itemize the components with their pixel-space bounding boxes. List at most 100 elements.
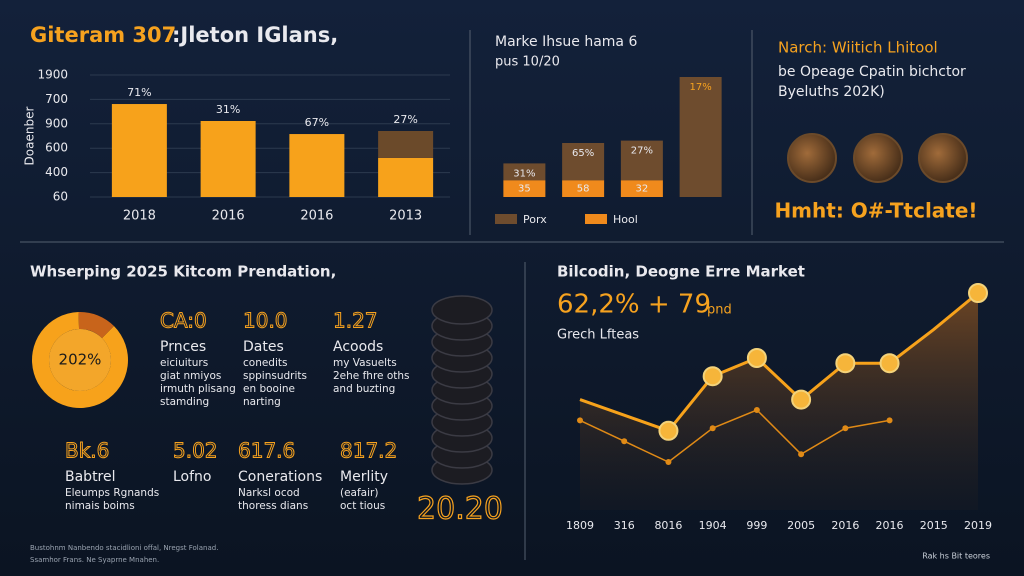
bar-segment [620,140,663,181]
x-tick-label: 1904 [699,519,727,532]
bar-segment [111,104,167,197]
stat-value: Bk.6 [65,439,109,463]
x-tick-label: 2016 [831,519,859,532]
donut-hole [49,329,111,391]
area [580,293,978,510]
line [579,291,979,433]
headline-unit: pnd [707,303,732,318]
stat-value: 617.6 [238,439,295,463]
line [579,409,890,463]
chart-title: Bilcodin, Deogne Erre Market [557,263,805,281]
callout: Hmht: O#-Ttclate! [774,199,977,223]
point [658,420,679,441]
y-axis-label: Doaenber [23,107,37,166]
chart-subtitle: pus 10/20 [495,55,560,70]
donut-center-label: 202% [59,351,102,369]
bar-annotation: 31% [513,168,535,179]
stat-value: 1.27 [333,309,378,333]
stat-label: Lofno [173,469,212,485]
note-title: Narch: Wiitich Lhitool [778,39,938,57]
x-tick-label: 316 [614,519,635,532]
dividers [20,30,1004,560]
point [702,366,723,387]
stat-desc: nimais boims [65,500,135,512]
chart-subtitle: Grech Lfteas [557,328,639,343]
bar-annotation: 67% [305,116,329,129]
legend-swatch [495,214,517,224]
stat-desc: Eleumps Rgnands [65,487,159,499]
stat-desc: conedits [243,357,287,369]
chart-title: Marke Ihsue hama 6 [495,34,637,50]
stat-value: 5.02 [173,439,218,463]
point [621,438,628,445]
point [842,425,849,432]
x-tick-label: 999 [746,519,767,532]
stat-value: CA:0 [160,309,207,333]
stat-desc: giat nmiyos [160,370,221,382]
note-line: be Opeage Cpatin bichctor [778,64,966,80]
bar-segment [289,134,345,197]
x-tick-label: 2016 [212,209,245,224]
stat-desc: oct tious [340,500,385,512]
stat-label: Acoods [333,339,383,355]
footer-text: Rak hs Bit teores [922,552,990,561]
bar-segment [562,180,605,197]
point [665,459,672,465]
chart-title: Whserping 2025 Kitcom Prendation, [30,263,336,281]
x-tick-label: 2005 [787,519,815,532]
x-tick-label: 2016 [876,519,904,532]
bar-annotation: 31% [216,103,240,116]
legend-label: Porx [523,213,547,226]
headline: 62,2% + 79 [557,290,711,320]
point [791,389,812,410]
y-tick-label: 1900 [37,68,68,82]
y-tick-label: 600 [45,141,68,155]
point [753,407,760,413]
y-tick-label: 900 [45,116,68,130]
bar-segment [503,163,546,181]
footer-text: Bustohnm Nanbendo stacidlioni offal, Nre… [30,544,218,552]
point [879,353,900,374]
stat-desc: en booine [243,383,295,395]
donut-segment [31,312,129,409]
x-tick-label: 2016 [300,209,333,224]
stat-desc: sppinsudrits [243,370,307,382]
y-tick-label: 700 [45,92,68,106]
legend-label: Hool [613,213,638,226]
bar-segment [378,130,434,158]
stat-desc: (eafair) [340,487,378,499]
footer-text: Ssamhor Frans. Ne Syaprne Mnahen. [30,556,159,564]
bar-segment [562,143,605,181]
x-tick-label: 2015 [920,519,948,532]
x-tick-label: 1809 [566,519,594,532]
donut-segment [78,312,114,339]
y-tick-label: 400 [45,165,68,179]
bar-annotation: 35 [518,184,531,195]
bar-segment [620,180,663,197]
bar-annotation: 71% [127,86,151,99]
stat-desc: my Vasuelts [333,357,397,369]
bar-segment [503,180,546,197]
x-tick-label: 2013 [389,209,422,224]
point [835,353,856,374]
stat-value: 10.0 [243,309,288,333]
bar-segment [378,157,434,197]
stat-desc: thoress dians [238,500,308,512]
note-line: Byeluths 202K) [778,84,885,100]
stat-desc: Narksl ocod [238,487,300,499]
bar-annotation: 17% [690,82,712,93]
point [886,417,893,424]
bar-annotation: 27% [631,146,653,157]
point [746,348,767,368]
stat-desc: stamding [160,396,209,408]
bar-annotation: 65% [572,148,594,159]
stat-desc: and buzting [333,383,395,395]
stat-desc: 2ehe fhre oths [333,370,410,382]
legend-swatch [585,214,607,224]
stat-label: Conerations [238,469,322,485]
coin-label: 20.20 [417,492,503,527]
stat-desc: irmuth plisang [160,383,236,395]
coin-stack [431,295,493,325]
stat-label: Babtrel [65,469,116,485]
